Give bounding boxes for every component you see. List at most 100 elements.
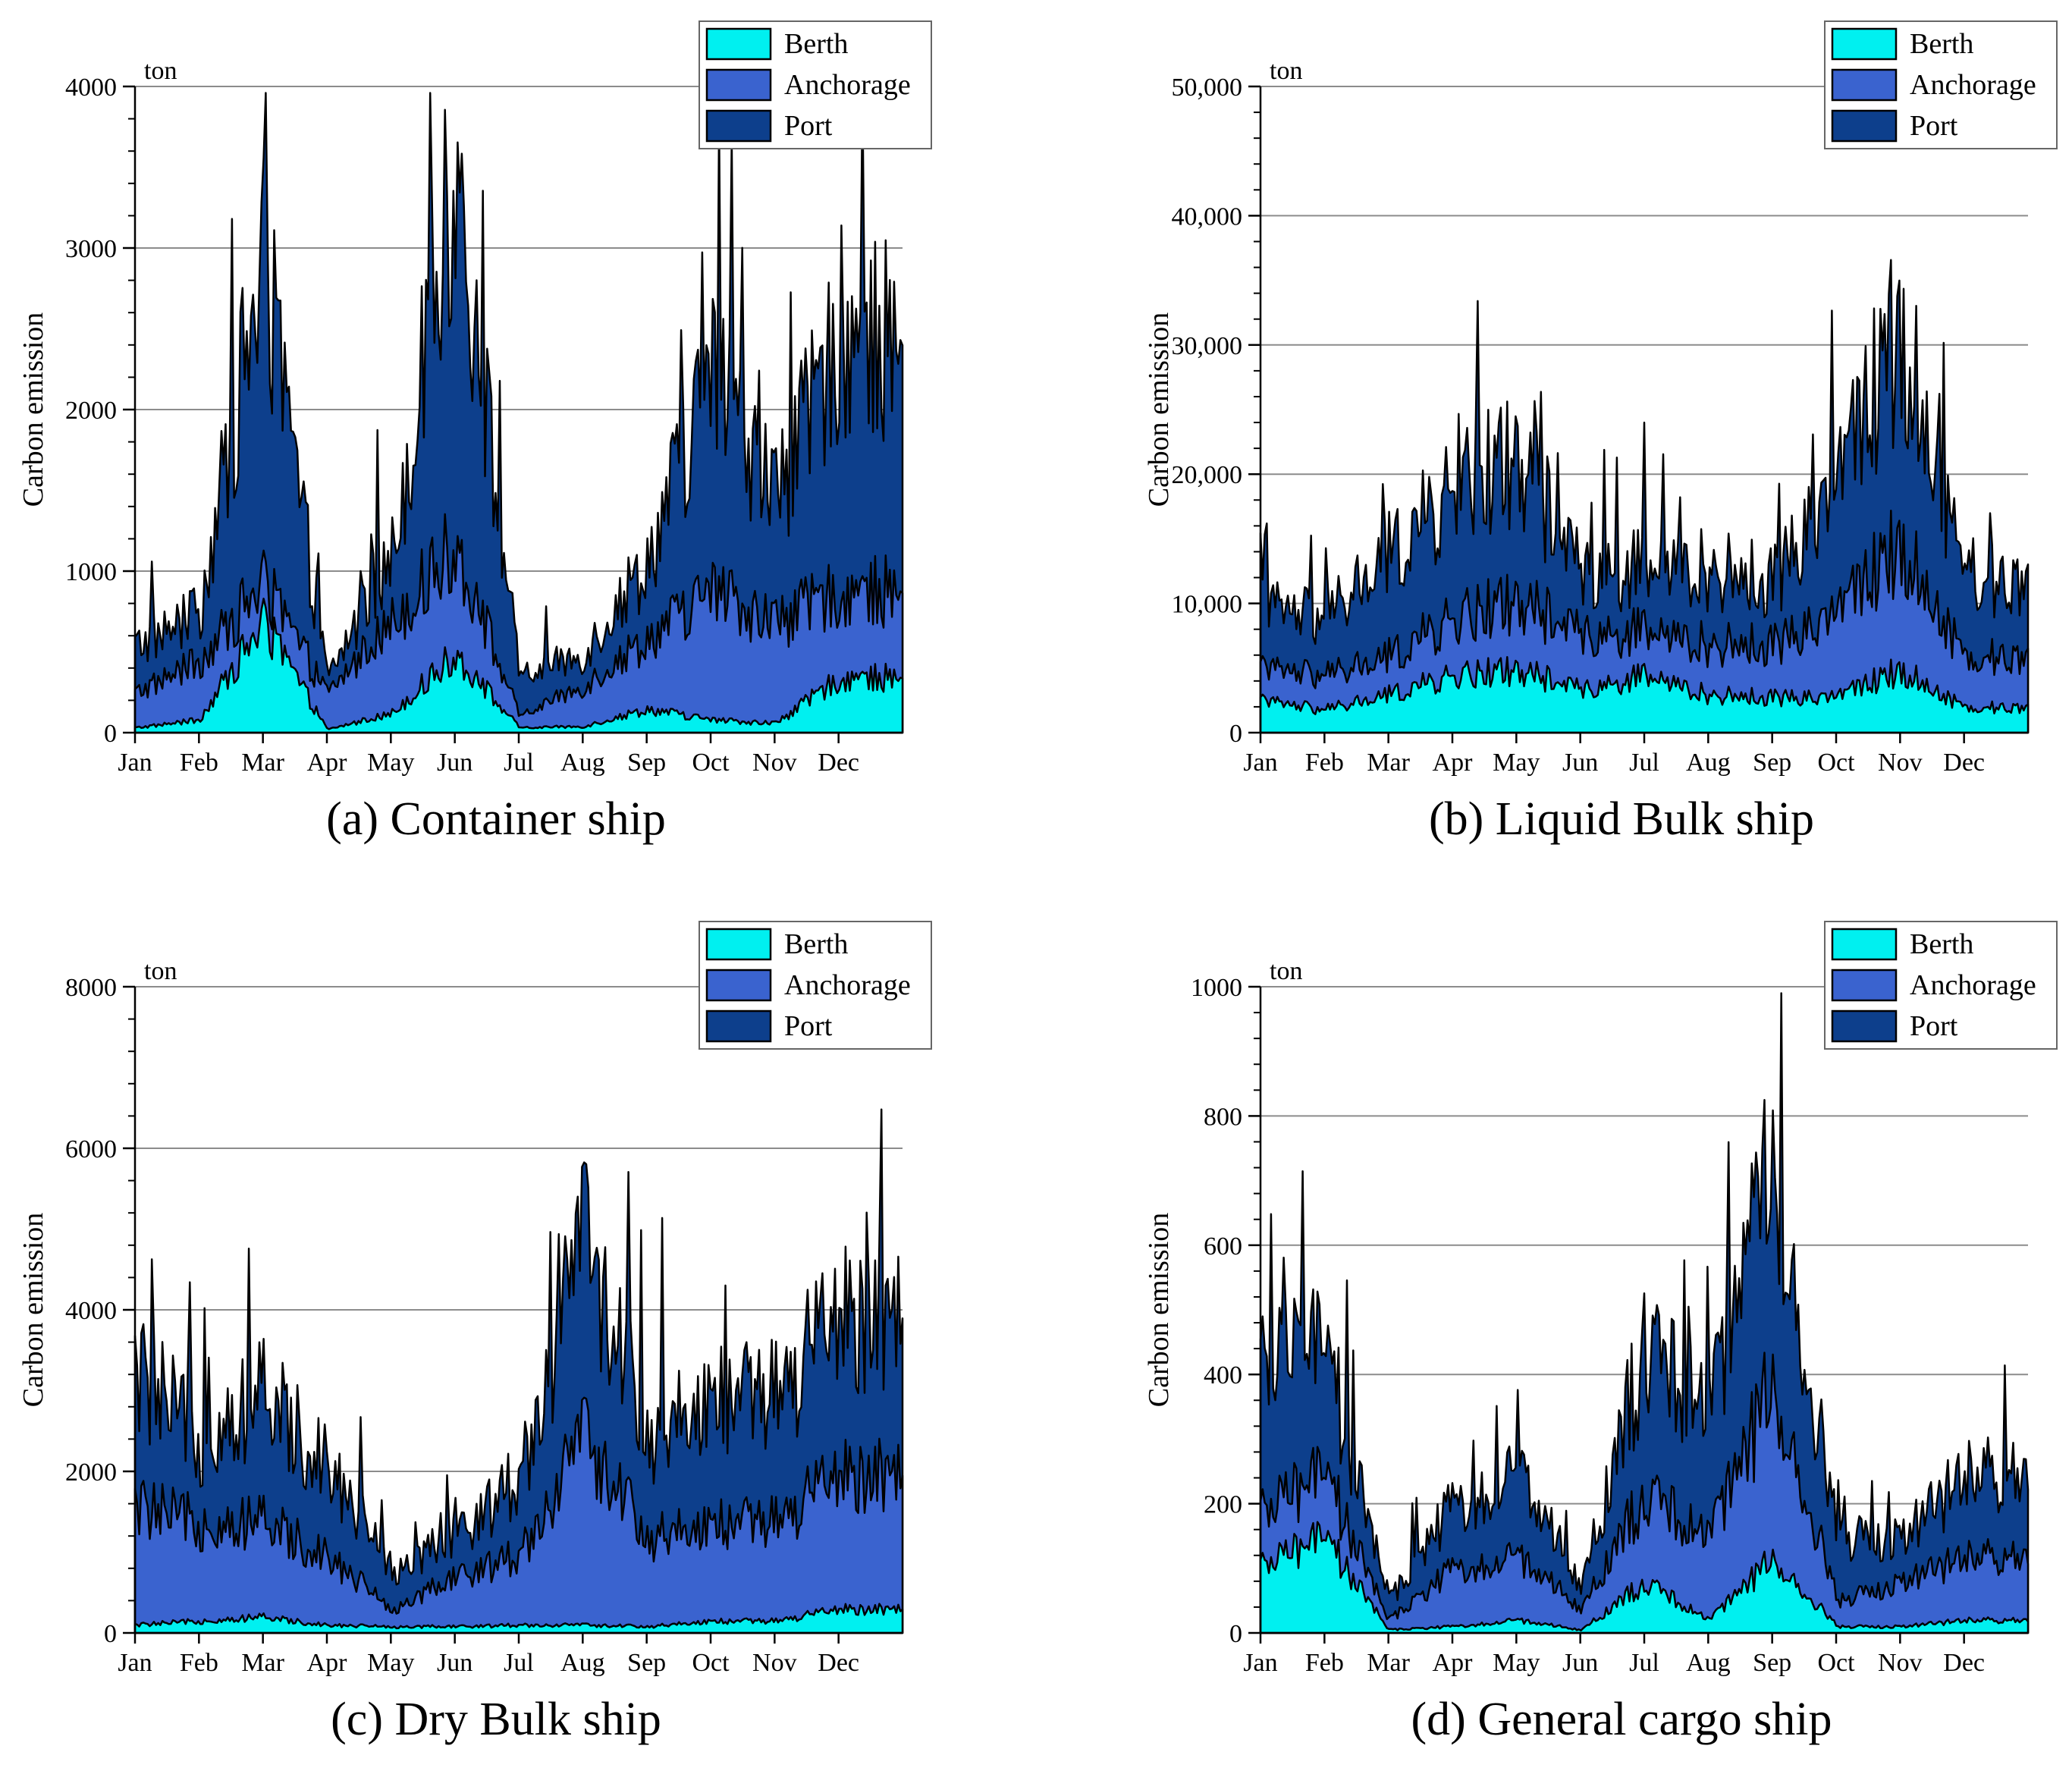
y-tick-label-d-4: 800	[1204, 1103, 1242, 1131]
x-tick-label-d-7: Aug	[1686, 1649, 1731, 1677]
legend-swatch-port	[705, 109, 772, 143]
x-tick-label-a-9: Oct	[692, 749, 730, 777]
unit-label-a: ton	[144, 57, 177, 85]
unit-label-d: ton	[1270, 957, 1302, 985]
legend-swatch-berth	[1831, 928, 1898, 961]
legend-swatch-berth	[705, 928, 772, 961]
y-tick-label-c-2: 4000	[65, 1297, 117, 1325]
panel-caption-c: (c) Dry Bulk ship	[331, 1694, 661, 1745]
legend-swatch-berth	[705, 27, 772, 61]
x-tick-label-b-4: May	[1493, 749, 1540, 777]
y-tick-label-a-4: 4000	[65, 74, 117, 102]
y-tick-label-b-4: 40,000	[1172, 203, 1243, 231]
y-tick-label-d-5: 1000	[1191, 974, 1242, 1002]
x-tick-label-a-11: Dec	[818, 749, 859, 777]
y-tick-label-b-3: 30,000	[1172, 332, 1243, 360]
x-tick-label-c-4: May	[367, 1649, 414, 1677]
chart-panel-b: 0 10,000 20,000 30,000 40,000 50,000 ton Carbon…	[1143, 20, 2058, 845]
legend-swatch-anchorage	[705, 969, 772, 1002]
legend-d: Berth Anchorage Port	[1824, 921, 2058, 1050]
x-tick-label-d-0: Jan	[1243, 1649, 1277, 1677]
x-tick-label-b-11: Dec	[1943, 749, 1985, 777]
y-tick-label-d-1: 200	[1204, 1491, 1242, 1519]
y-tick-label-b-5: 50,000	[1172, 74, 1243, 102]
y-tick-label-c-1: 2000	[65, 1458, 117, 1487]
legend-b: Berth Anchorage Port	[1824, 20, 2058, 149]
y-tick-label-a-1: 1000	[65, 558, 117, 586]
y-tick-label-c-3: 6000	[65, 1135, 117, 1163]
x-tick-label-a-3: Apr	[307, 749, 348, 777]
unit-label-b: ton	[1270, 57, 1302, 85]
legend-swatch-port	[705, 1009, 772, 1043]
area-port-a	[133, 92, 904, 734]
x-tick-label-b-6: Jul	[1629, 749, 1659, 777]
y-tick-label-b-0: 0	[1229, 720, 1242, 748]
x-tick-label-a-10: Nov	[752, 749, 797, 777]
legend-label-anchorage: Anchorage	[784, 969, 911, 1001]
x-tick-label-d-3: Apr	[1433, 1649, 1474, 1677]
panel-caption-d: (d) General cargo ship	[1411, 1694, 1832, 1745]
y-tick-label-a-2: 2000	[65, 397, 117, 425]
x-tick-label-d-9: Oct	[1817, 1649, 1855, 1677]
x-tick-label-d-6: Jul	[1629, 1649, 1659, 1677]
area-anchorage-d	[1259, 1352, 2030, 1634]
x-tick-label-c-10: Nov	[752, 1649, 797, 1677]
y-tick-label-d-0: 0	[1229, 1620, 1242, 1648]
chart-panel-d: 0 200 400 600 800 1000 ton Carbon emission Jan Fe…	[1143, 921, 2058, 1745]
x-tick-label-d-5: Jun	[1562, 1649, 1598, 1677]
y-axis-title-b: Carbon emission	[1143, 312, 1175, 507]
legend-label-port: Port	[784, 110, 833, 142]
legend-label-berth: Berth	[1910, 928, 1973, 960]
x-tick-label-b-10: Nov	[1878, 749, 1923, 777]
x-tick-label-a-4: May	[367, 749, 414, 777]
area-berth-c	[133, 1603, 904, 1634]
x-tick-label-a-8: Sep	[627, 749, 666, 777]
area-berth-a	[133, 598, 904, 734]
chart-panel-c: 0 2000 4000 6000 8000 ton Carbon emission Jan Fe…	[17, 921, 932, 1745]
x-tick-label-c-8: Sep	[627, 1649, 666, 1677]
x-tick-label-d-1: Feb	[1305, 1649, 1344, 1677]
y-tick-label-d-3: 600	[1204, 1232, 1242, 1261]
y-tick-label-c-0: 0	[104, 1620, 117, 1648]
x-tick-label-b-3: Apr	[1433, 749, 1474, 777]
legend-a: Berth Anchorage Port	[699, 20, 932, 149]
x-tick-label-c-0: Jan	[118, 1649, 152, 1677]
x-tick-label-c-9: Oct	[692, 1649, 730, 1677]
x-tick-label-b-7: Aug	[1686, 749, 1731, 777]
legend-label-anchorage: Anchorage	[1910, 69, 2036, 101]
x-tick-label-a-7: Aug	[560, 749, 605, 777]
legend-swatch-berth	[1831, 27, 1898, 61]
legend-swatch-anchorage	[705, 68, 772, 102]
y-axis-title-c: Carbon emission	[17, 1213, 49, 1407]
x-tick-label-a-1: Feb	[180, 749, 218, 777]
x-tick-label-c-6: Jul	[504, 1649, 534, 1677]
y-tick-label-d-2: 400	[1204, 1361, 1242, 1389]
x-tick-label-c-7: Aug	[560, 1649, 605, 1677]
x-tick-label-b-9: Oct	[1817, 749, 1855, 777]
area-berth-d	[1259, 1521, 2030, 1634]
x-tick-label-c-1: Feb	[180, 1649, 218, 1677]
y-tick-label-c-4: 8000	[65, 974, 117, 1002]
y-axis-title-a: Carbon emission	[17, 312, 49, 507]
legend-label-berth: Berth	[1910, 28, 1973, 60]
area-anchorage-a	[133, 513, 904, 734]
y-tick-label-a-0: 0	[104, 720, 117, 748]
x-tick-label-c-2: Mar	[241, 1649, 284, 1677]
y-axis-title-d: Carbon emission	[1143, 1213, 1175, 1407]
legend-swatch-port	[1831, 1009, 1898, 1043]
panel-caption-b: (b) Liquid Bulk ship	[1429, 793, 1814, 845]
legend-swatch-anchorage	[1831, 68, 1898, 102]
x-tick-label-a-2: Mar	[241, 749, 284, 777]
legend-label-berth: Berth	[784, 28, 848, 60]
x-tick-label-d-11: Dec	[1943, 1649, 1985, 1677]
x-tick-label-c-5: Jun	[437, 1649, 472, 1677]
x-tick-label-a-6: Jul	[504, 749, 534, 777]
x-tick-label-c-3: Apr	[307, 1649, 348, 1677]
y-tick-label-b-2: 20,000	[1172, 461, 1243, 489]
legend-label-berth: Berth	[784, 928, 848, 960]
legend-swatch-anchorage	[1831, 969, 1898, 1002]
unit-label-c: ton	[144, 957, 177, 985]
x-tick-label-a-0: Jan	[118, 749, 152, 777]
legend-c: Berth Anchorage Port	[699, 921, 932, 1050]
